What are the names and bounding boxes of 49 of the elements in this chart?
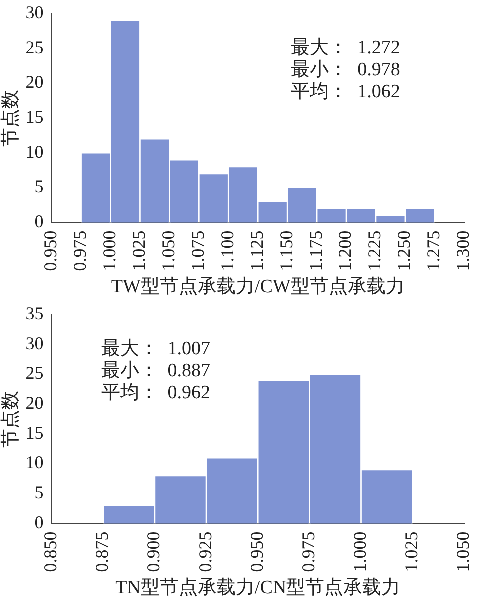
- x-tick-label: 0.925: [195, 532, 216, 572]
- x-axis-title: TW型节点承载力/CW型节点承载力: [111, 276, 405, 298]
- x-tick-label: 1.050: [158, 230, 178, 272]
- x-tick-label: 1.225: [364, 230, 385, 272]
- x-tick-label: 1.025: [128, 230, 149, 272]
- annotation: 最大： 1.272: [291, 37, 400, 58]
- annotation: 最小： 0.887: [101, 360, 211, 382]
- x-tick-label: 1.100: [217, 230, 238, 272]
- y-tick-label: 10: [26, 142, 44, 162]
- y-tick-label: 30: [26, 333, 44, 354]
- y-tick-label: 30: [26, 2, 44, 23]
- x-tick-label: 1.275: [424, 230, 444, 272]
- y-axis-title: 节点数: [0, 390, 22, 448]
- y-tick-label: 25: [26, 363, 44, 384]
- y-tick-label: 15: [26, 422, 44, 443]
- x-tick-label: 0.975: [70, 230, 90, 272]
- y-tick-label: 20: [26, 393, 44, 414]
- y-tick-label: 25: [26, 37, 44, 58]
- x-tick-label: 1.000: [350, 532, 370, 572]
- y-tick-label: 5: [34, 176, 44, 197]
- x-axis-title: TN型节点承载力/CN型节点承载力: [116, 578, 401, 599]
- x-tick-label: 1.200: [335, 230, 356, 272]
- annotation: 最小： 0.978: [291, 59, 400, 80]
- annotation: 平均： 0.962: [101, 382, 211, 404]
- annotation: 最大： 1.007: [101, 338, 211, 360]
- x-tick-label: 0.850: [40, 532, 61, 572]
- annotation: 平均： 1.062: [291, 81, 400, 102]
- y-tick-label: 0: [34, 211, 44, 232]
- x-tick-label: 0.950: [246, 532, 267, 572]
- y-tick-label: 0: [34, 512, 44, 532]
- x-tick-label: 1.250: [394, 230, 414, 272]
- y-tick-label: 10: [26, 452, 44, 473]
- x-tick-label: 1.025: [402, 532, 422, 572]
- x-tick-label: 0.975: [298, 532, 318, 572]
- y-tick-label: 35: [26, 304, 44, 324]
- x-tick-label: 1.050: [453, 532, 474, 572]
- x-tick-label: 0.950: [40, 230, 61, 272]
- y-axis-title: 节点数: [0, 90, 22, 147]
- x-tick-label: 1.125: [246, 230, 267, 272]
- y-tick-label: 15: [26, 106, 44, 127]
- x-tick-label: 0.875: [92, 532, 112, 572]
- x-tick-label: 0.900: [144, 532, 164, 572]
- x-tick-label: 1.000: [99, 230, 120, 272]
- y-tick-label: 5: [34, 482, 44, 503]
- x-tick-label: 1.075: [188, 230, 208, 272]
- x-tick-label: 1.300: [453, 230, 474, 272]
- x-tick-label: 1.175: [306, 230, 326, 272]
- x-tick-label: 1.150: [276, 230, 296, 272]
- y-tick-label: 20: [26, 72, 44, 92]
